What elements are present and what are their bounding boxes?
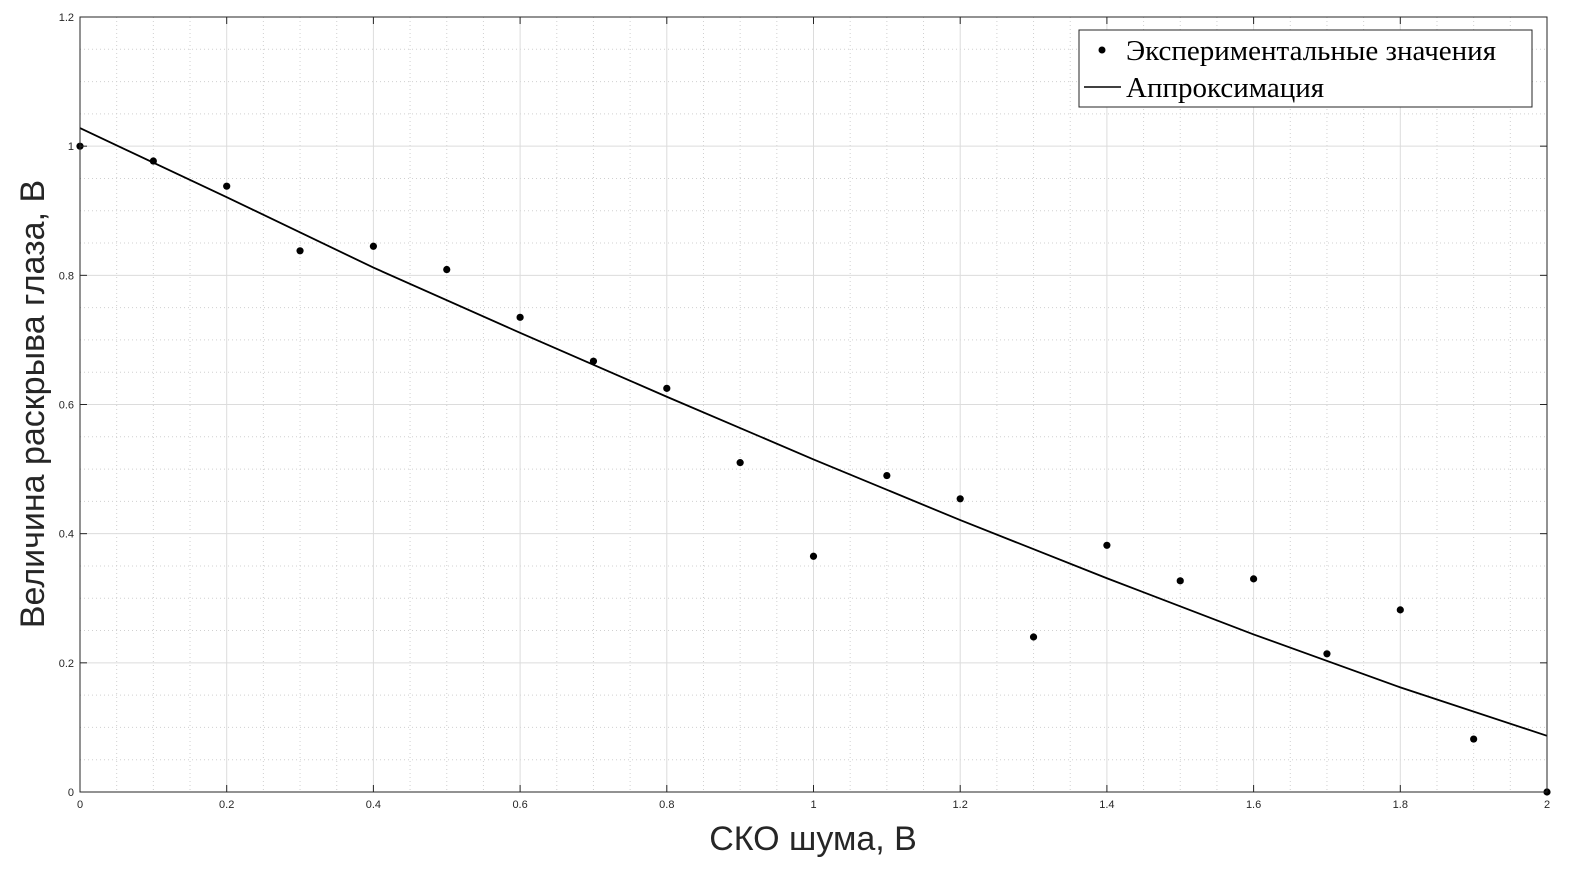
legend-label-experimental: Экспериментальные значения <box>1126 35 1496 67</box>
data-point <box>956 495 964 503</box>
x-tick-label: 0 <box>77 799 83 811</box>
y-tick-label: 1 <box>68 141 74 153</box>
data-point <box>736 459 744 467</box>
data-point <box>1250 575 1258 583</box>
y-tick-label: 0.2 <box>59 658 74 670</box>
y-axis-title: Величина раскрыва глаза, В <box>14 180 52 628</box>
tick-marks <box>79 16 1548 793</box>
y-tick-label: 0.6 <box>59 400 74 412</box>
x-tick-label: 1.8 <box>1393 799 1408 811</box>
legend: Экспериментальные значения Аппроксимация <box>1078 29 1533 108</box>
data-point <box>883 471 891 480</box>
x-tick-label: 1 <box>810 799 816 811</box>
data-point <box>809 552 818 560</box>
x-tick-label: 1.4 <box>1099 799 1114 811</box>
x-tick-label: 0.2 <box>219 799 234 811</box>
legend-box <box>1078 29 1533 108</box>
data-point <box>1396 606 1404 614</box>
x-tick-label: 0.4 <box>366 799 381 811</box>
tick-labels: 0 0.2 0.4 0.6 0.8 1 1.2 1.4 1.6 1.8 2 0 0.2 0.4 0.6 0.8… <box>59 12 1550 811</box>
data-point <box>663 384 671 392</box>
x-tick-label: 1.6 <box>1246 799 1261 811</box>
y-tick-label: 0 <box>68 787 74 799</box>
data-point <box>296 247 304 255</box>
series-layer <box>76 127 1551 796</box>
data-point <box>1323 650 1331 658</box>
x-tick-label: 0.8 <box>659 799 674 811</box>
data-point <box>1176 577 1184 585</box>
legend-label-approximation: Аппроксимация <box>1126 72 1324 104</box>
y-tick-label: 1.2 <box>59 12 74 24</box>
data-point <box>516 313 524 321</box>
y-tick-label: 0.8 <box>59 270 74 282</box>
x-tick-label: 2 <box>1544 799 1550 811</box>
data-point <box>223 182 231 190</box>
data-point <box>1029 633 1038 641</box>
data-point <box>369 242 377 250</box>
x-tick-label: 1.2 <box>953 799 968 811</box>
x-axis-title: СКО шума, В <box>709 820 917 858</box>
y-tick-label: 0.4 <box>59 529 74 541</box>
data-point <box>1470 735 1478 743</box>
x-tick-label: 0.6 <box>512 799 527 811</box>
data-point <box>443 265 451 274</box>
legend-marker-experimental <box>1098 46 1106 54</box>
data-point <box>1103 541 1111 549</box>
approximation-line <box>79 127 1548 737</box>
minor-grid <box>80 17 1547 792</box>
